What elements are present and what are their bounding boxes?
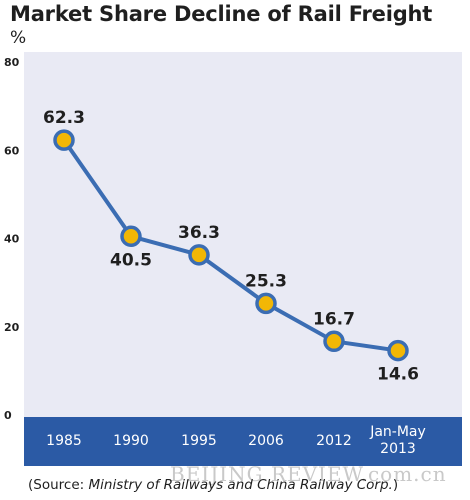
data-point-marker <box>188 244 210 266</box>
data-label: 40.5 <box>110 250 152 270</box>
y-tick-label: 60 <box>4 144 20 157</box>
data-label: 36.3 <box>178 223 220 243</box>
data-label: 25.3 <box>245 271 287 291</box>
series-line <box>62 138 399 353</box>
x-tick-label: 1985 <box>46 433 82 449</box>
x-axis-band <box>24 417 462 466</box>
source-name: Ministry of Railways and China Railway C… <box>88 477 393 493</box>
watermark: BEIJING REVIEW.com.cn <box>170 462 447 486</box>
source-note: (Source: Ministry of Railways and China … <box>28 477 398 493</box>
x-tick-label: 1990 <box>113 433 149 449</box>
y-tick-label: 20 <box>4 321 20 334</box>
data-label: 16.7 <box>313 309 355 329</box>
data-point-marker <box>387 339 409 362</box>
source-prefix: (Source: <box>28 477 89 493</box>
data-point-marker <box>53 129 75 151</box>
source-suffix: ) <box>392 477 399 493</box>
y-tick-label: 40 <box>4 233 20 246</box>
x-tick-label: 2012 <box>316 433 352 449</box>
x-tick-label: 2006 <box>248 433 284 449</box>
chart-title: Market Share Decline of Rail Freight <box>10 2 433 26</box>
data-point-marker <box>255 292 277 315</box>
data-label: 62.3 <box>43 108 85 128</box>
x-tick-label: 1995 <box>181 433 217 449</box>
data-label: 14.6 <box>377 365 419 385</box>
data-point-marker <box>323 330 345 353</box>
y-tick-label: 0 <box>4 409 12 422</box>
x-tick-label: Jan-May 2013 <box>369 424 426 457</box>
y-axis-unit: % <box>10 28 27 48</box>
y-tick-label: 80 <box>4 56 20 69</box>
data-point-marker <box>120 225 142 248</box>
